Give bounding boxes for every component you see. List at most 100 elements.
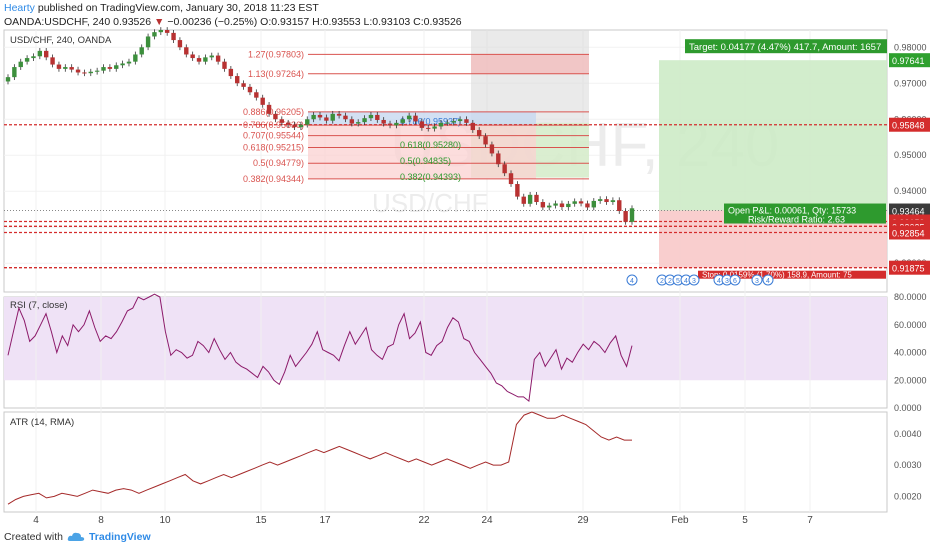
candle-body: [394, 122, 399, 126]
symbol-label[interactable]: OANDA:USDCHF, 240: [4, 16, 111, 28]
candle-body: [362, 118, 367, 123]
candle-body: [12, 67, 17, 78]
x-tick-label: 24: [481, 515, 493, 526]
event-badge-label: 2: [668, 278, 672, 285]
price-axis-tag-text: 0.97641: [892, 56, 925, 66]
candle-body: [591, 200, 596, 208]
fib-box-pink: [308, 125, 536, 179]
event-badge-label: 3: [755, 278, 759, 285]
candle-body: [578, 201, 584, 204]
rsi-tick-label: 80.0000: [894, 292, 927, 302]
candle-body: [24, 58, 30, 62]
event-badge-label: 4: [684, 278, 688, 285]
candle-body: [617, 200, 622, 212]
target-label-bg: [685, 39, 887, 54]
fib-right-label: 0.382(0.94393): [400, 172, 461, 182]
event-badge-label: 6: [733, 278, 737, 285]
candle-body: [400, 119, 405, 123]
fib-level-label: 0.707(0.95544): [243, 131, 304, 141]
rsi-band: [4, 297, 887, 381]
event-badge-label: 3: [692, 278, 696, 285]
candle-body: [247, 86, 253, 93]
candle-body: [356, 122, 361, 124]
event-badge-icon: [762, 274, 774, 286]
stop-label-bg: [698, 270, 886, 279]
candle-body: [508, 173, 514, 185]
atr-tick-label: 0.0040: [894, 429, 922, 439]
candle-body: [31, 56, 36, 59]
candle-body: [145, 36, 151, 48]
fib-level-label: 1.13(0.97264): [248, 69, 304, 79]
price-axis-tag: [889, 117, 930, 132]
pnl-label-bg: [724, 203, 886, 224]
candle-body: [101, 67, 106, 71]
candle-body: [324, 117, 329, 121]
event-badge-label: 2: [660, 278, 664, 285]
candle-body: [5, 77, 11, 82]
candle-body: [476, 130, 482, 137]
candle-body: [381, 119, 386, 124]
event-badge-label: 3: [725, 278, 729, 285]
tradingview-brand[interactable]: TradingView: [88, 531, 151, 543]
candle-body: [260, 97, 265, 105]
candle-body: [419, 121, 425, 128]
candle-body: [18, 61, 23, 68]
x-tick-label: Feb: [671, 515, 689, 526]
candle-body: [311, 114, 316, 120]
x-tick-label: 22: [418, 515, 430, 526]
candle-body: [133, 54, 138, 62]
candle-body: [222, 61, 227, 69]
x-tick-label: 7: [807, 515, 813, 526]
candle-body: [502, 164, 507, 174]
candle-body: [406, 115, 412, 120]
candle-body: [496, 153, 501, 165]
rsi-pane-title: RSI (7, close): [10, 300, 68, 311]
candle-body: [164, 30, 170, 33]
watermark-sub: USD/CHF: [372, 188, 488, 218]
candle-body: [375, 114, 380, 120]
candle-body: [94, 70, 100, 72]
author-link[interactable]: Hearty: [4, 2, 35, 14]
atr-series-line: [7, 411, 632, 505]
candle-body: [139, 47, 144, 55]
candle-body: [228, 68, 234, 77]
x-tick-label: 17: [319, 515, 331, 526]
candle-body: [336, 113, 342, 116]
candle-body: [279, 119, 284, 123]
fib-level-label: 0.382(0.94344): [243, 174, 304, 184]
x-tick-label: 10: [159, 515, 171, 526]
rsi-tick-label: 40.0000: [894, 348, 927, 358]
footer: Created with TradingView: [4, 531, 151, 543]
price-axis-tag: [889, 225, 930, 240]
candle-body: [203, 57, 208, 62]
candle-body: [56, 64, 62, 69]
candle-body: [209, 55, 214, 58]
fib-right-label: 0.618(0.95280): [400, 140, 461, 150]
candle-body: [559, 203, 565, 208]
tradingview-cloud-icon: [67, 532, 85, 541]
event-badge-icon: [626, 274, 638, 286]
price-axis-tag: [889, 53, 930, 68]
rsi-tick-label: 20.0000: [894, 375, 927, 385]
header-line-1: Hearty published on TradingView.com, Jan…: [4, 2, 319, 14]
high-value: H:0.93553: [312, 16, 361, 28]
down-arrow-icon: ▼: [154, 16, 165, 28]
candle-body: [241, 83, 246, 87]
candle-body: [107, 67, 113, 69]
candle-body: [451, 121, 456, 123]
price-axis-tag-text: 0.91875: [892, 264, 925, 274]
candle-body: [470, 122, 476, 131]
candle-body: [273, 113, 278, 120]
close-value: C:0.93526: [413, 16, 462, 28]
candle-body: [126, 61, 132, 64]
candle-body: [387, 123, 393, 126]
event-badge-icon: [688, 274, 700, 286]
candle-body: [63, 67, 68, 69]
atr-pane-title: ATR (14, RMA): [10, 417, 74, 428]
price-pane-title: USD/CHF, 240, OANDA: [10, 35, 112, 46]
price-axis-tag-text: 0.92854: [892, 228, 925, 238]
price-tick-label: 0.95000: [894, 150, 927, 160]
candle-body: [534, 194, 539, 203]
price-axis-tag: [889, 260, 930, 275]
